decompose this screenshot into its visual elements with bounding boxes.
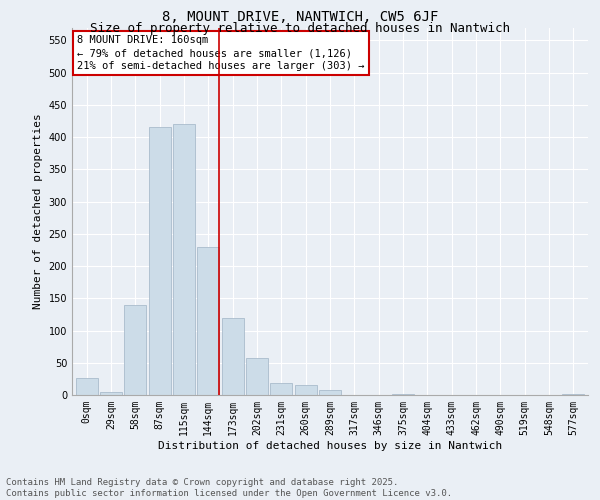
Bar: [246, 358, 268, 395]
Bar: [124, 304, 146, 395]
X-axis label: Distribution of detached houses by size in Nantwich: Distribution of detached houses by size …: [158, 440, 502, 450]
Bar: [149, 128, 170, 395]
Bar: [295, 384, 317, 395]
Bar: [76, 378, 98, 395]
Text: 8 MOUNT DRIVE: 160sqm
← 79% of detached houses are smaller (1,126)
21% of semi-d: 8 MOUNT DRIVE: 160sqm ← 79% of detached …: [77, 35, 365, 71]
Bar: [562, 394, 584, 395]
Bar: [271, 384, 292, 395]
Bar: [319, 390, 341, 395]
Bar: [221, 318, 244, 395]
Y-axis label: Number of detached properties: Number of detached properties: [33, 114, 43, 309]
Bar: [392, 394, 414, 395]
Text: Size of property relative to detached houses in Nantwich: Size of property relative to detached ho…: [90, 22, 510, 35]
Bar: [173, 124, 195, 395]
Text: 8, MOUNT DRIVE, NANTWICH, CW5 6JF: 8, MOUNT DRIVE, NANTWICH, CW5 6JF: [162, 10, 438, 24]
Bar: [100, 392, 122, 395]
Text: Contains HM Land Registry data © Crown copyright and database right 2025.
Contai: Contains HM Land Registry data © Crown c…: [6, 478, 452, 498]
Bar: [197, 246, 219, 395]
